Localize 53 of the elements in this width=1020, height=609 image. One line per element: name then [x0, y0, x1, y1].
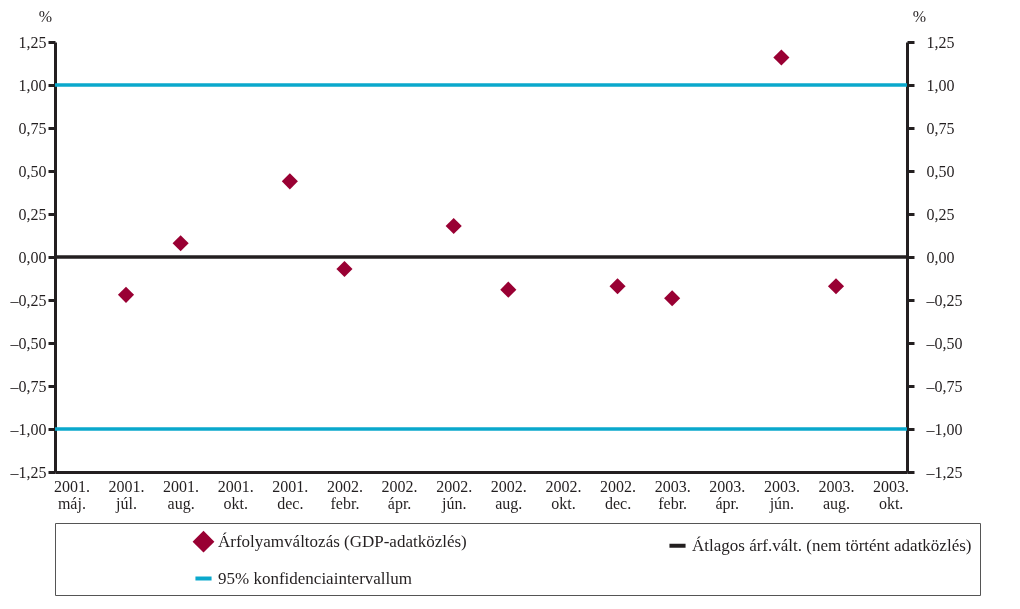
y2-tick-label: 0,75: [926, 119, 955, 137]
y-tick-label: 0,00: [18, 248, 47, 266]
y2-tick-label: 0,25: [926, 205, 955, 223]
legend-label: Árfolyamváltozás (GDP-adatközlés): [218, 531, 467, 551]
y-tick-label: 0,75: [18, 119, 47, 137]
point: [445, 217, 462, 235]
y2-tick-label: 1,00: [926, 76, 955, 94]
x-tick-label: 2002. febr.: [326, 477, 363, 512]
y2-tick-label: –1,25: [925, 463, 963, 481]
point: [336, 260, 353, 278]
y2-axis-title: %: [912, 7, 927, 25]
x-tick-label: 2002. okt.: [545, 477, 582, 512]
x-tick-label: 2001. máj.: [53, 477, 90, 513]
x-tick-label: 2001. okt.: [217, 477, 254, 512]
y2-tick-label: –0,50: [925, 334, 963, 352]
x-tick-label: 2002. jún.: [436, 477, 473, 513]
legend-label: 95% konfidenciaintervallum: [218, 568, 413, 588]
y2-tick-label: –1,00: [925, 420, 963, 438]
x-tick-label: 2001. dec.: [272, 477, 309, 512]
y-axis-title: %: [38, 7, 53, 25]
point: [609, 278, 626, 295]
y-tick-label: –0,50: [9, 334, 47, 352]
y-tick-label: 1,25: [18, 33, 47, 51]
y-tick-label: 0,50: [18, 162, 47, 180]
point: [172, 235, 189, 252]
x-tick-label: 2003. okt.: [873, 477, 910, 512]
y2-tick-label: 0,50: [926, 162, 955, 180]
y-tick-label: –1,00: [9, 420, 47, 438]
point: [773, 49, 790, 66]
y2-tick-label: –0,25: [925, 291, 963, 309]
y2-tick-label: 1,25: [926, 33, 955, 51]
y2-tick-label: –0,75: [925, 377, 963, 395]
x-tick-label: 2001. aug.: [163, 477, 200, 513]
y-tick-label: 1,00: [18, 76, 47, 94]
x-tick-label: 2002. dec.: [600, 477, 637, 512]
y-tick-label: –0,75: [9, 377, 47, 395]
x-tick-label: 2003. aug.: [818, 477, 855, 513]
x-tick-label: 2003. ápr.: [709, 477, 746, 513]
legend-label: Átlagos árf.vált. (nem történt adatközlés): [692, 535, 972, 555]
x-tick-label: 2003. jún.: [763, 477, 800, 513]
point: [827, 278, 845, 295]
point: [117, 286, 135, 303]
x-tick-label: 2001. júl.: [108, 477, 145, 513]
point: [664, 290, 681, 307]
point: [281, 173, 298, 190]
x-tick-label: 2002. aug.: [490, 477, 527, 513]
y-tick-label: –1,25: [9, 463, 47, 481]
x-tick-label: 2003. febr.: [654, 477, 691, 512]
y2-tick-label: 0,00: [926, 248, 955, 266]
x-tick-label: 2002. ápr.: [381, 477, 418, 513]
point: [500, 281, 517, 298]
y-tick-label: 0,25: [18, 205, 47, 223]
y-tick-label: –0,25: [9, 291, 47, 309]
